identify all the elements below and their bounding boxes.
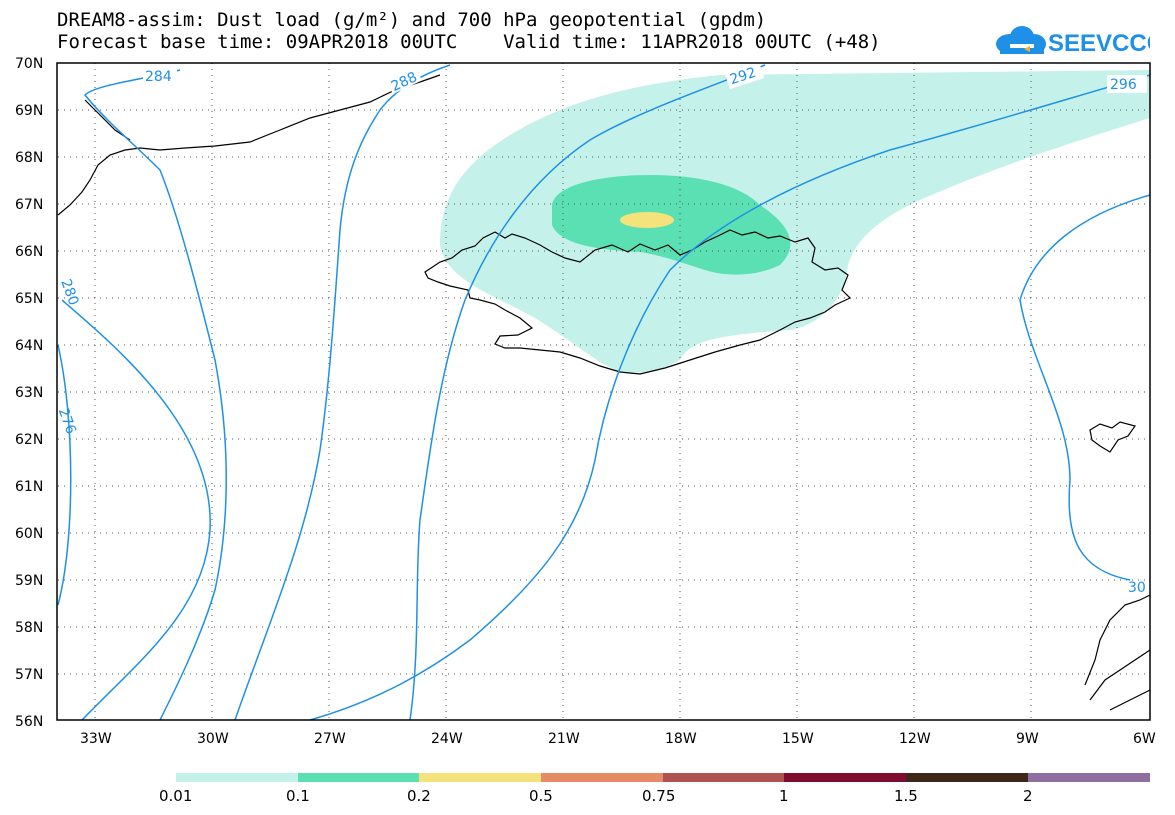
colorbar-swatch [541, 773, 663, 782]
scotland-coast [1084, 594, 1151, 711]
contour-296 [309, 74, 1151, 721]
colorbar-label: 0.01 [159, 787, 192, 805]
contour-label: 292 [728, 65, 758, 88]
lat-label: 61N [15, 479, 43, 495]
colorbar-label: 0.1 [286, 787, 310, 805]
contour-label: 276 [55, 406, 79, 437]
colorbar-label: 2 [1023, 787, 1033, 805]
lon-label: 9W [1016, 731, 1039, 747]
lat-label: 62N [15, 432, 43, 448]
colorbar-swatch [1028, 773, 1150, 782]
contour-280 [61, 299, 211, 721]
lat-label: 68N [15, 150, 43, 166]
colorbar-label: 0.2 [407, 787, 431, 805]
colorbar-swatch [176, 773, 298, 782]
dust-area-light [440, 70, 1150, 373]
contour-label: 30 [1128, 580, 1146, 596]
colorbar-label: 1.5 [894, 787, 918, 805]
latitude-labels: 70N 69N 68N 67N 66N 65N 64N 63N 62N 61N … [15, 56, 43, 730]
contour-292 [409, 64, 766, 721]
lat-label: 65N [15, 291, 43, 307]
longitude-labels: 33W 30W 27W 24W 21W 18W 15W 12W 9W 6W [80, 731, 1156, 747]
lon-label: 15W [782, 731, 814, 747]
contour-label: 284 [145, 69, 172, 85]
lat-label: 63N [15, 385, 43, 401]
lon-label: 12W [899, 731, 931, 747]
coastlines [57, 74, 1151, 711]
lon-label: 30W [197, 731, 229, 747]
faroe-islands [1089, 421, 1136, 453]
colorbar-swatch [419, 773, 541, 782]
lat-label: 58N [15, 620, 43, 636]
colorbar: 0.01 0.1 0.2 0.5 0.75 1 1.5 2 [159, 773, 1150, 805]
colorbar-swatch [663, 773, 784, 782]
lat-label: 57N [15, 667, 43, 683]
greenland-coast [57, 74, 441, 216]
seevccc-logo: SEEVCCC [996, 26, 1150, 57]
lon-label: 33W [80, 731, 112, 747]
lon-label: 18W [665, 731, 697, 747]
lat-label: 69N [15, 103, 43, 119]
map-frame [56, 62, 1151, 721]
lat-label: 56N [15, 714, 43, 730]
lat-label: 59N [15, 573, 43, 589]
map-title: DREAM8-assim: Dust load (g/m²) and 700 h… [57, 9, 767, 31]
lat-label: 60N [15, 526, 43, 542]
lon-label: 6W [1133, 731, 1156, 747]
iceland-coast [424, 229, 852, 375]
colorbar-label: 0.5 [529, 787, 553, 805]
colorbar-label: 1 [779, 787, 789, 805]
lon-label: 21W [548, 731, 580, 747]
contour-300 [1019, 194, 1151, 581]
dust-load-shading [440, 70, 1150, 373]
colorbar-swatch [906, 773, 1028, 782]
geopotential-contours [57, 64, 1151, 721]
lat-label: 64N [15, 338, 43, 354]
contour-label: 280 [57, 277, 81, 308]
colorbar-swatch [784, 773, 906, 782]
dust-area-medium [552, 175, 791, 275]
lat-label: 66N [15, 244, 43, 260]
graticule [58, 63, 1150, 720]
colorbar-label: 0.75 [642, 787, 675, 805]
logo-text: SEEVCCC [1048, 30, 1150, 57]
cloud-icon [996, 26, 1046, 54]
lon-label: 24W [431, 731, 463, 747]
contour-284 [83, 69, 227, 721]
contour-label: 296 [1110, 77, 1137, 93]
colorbar-swatch [298, 773, 419, 782]
dust-area-yellow [620, 212, 674, 228]
contour-276 [57, 344, 72, 606]
lon-label: 27W [314, 731, 346, 747]
lat-label: 70N [15, 56, 43, 72]
map-subtitle: Forecast base time: 09APR2018 00UTC Vali… [57, 31, 881, 53]
lat-label: 67N [15, 197, 43, 213]
contour-288 [234, 64, 451, 721]
